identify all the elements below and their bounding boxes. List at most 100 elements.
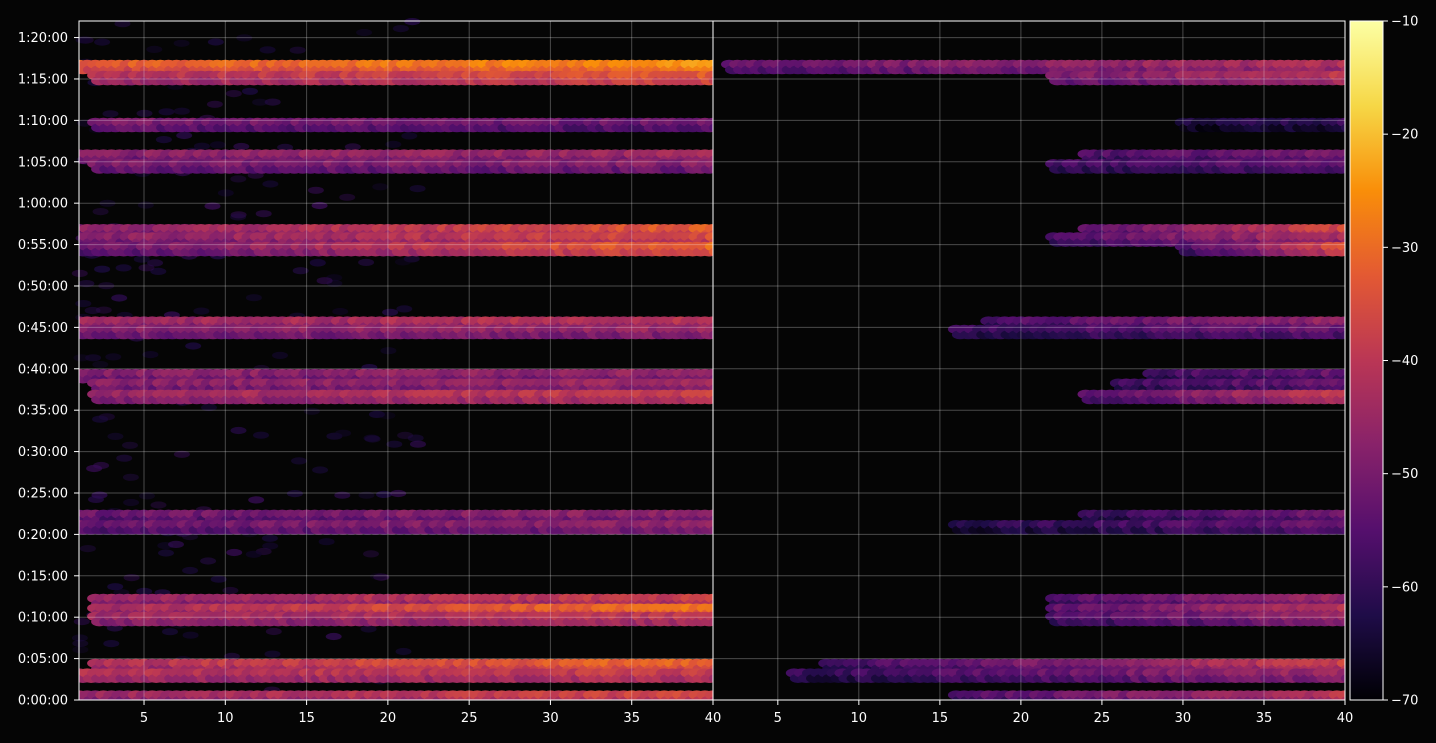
noise-cell (136, 587, 153, 596)
noise-cell (316, 277, 333, 285)
noise-cell (92, 208, 109, 216)
noise-cell (318, 538, 335, 546)
noise-cell (114, 20, 131, 28)
noise-cell (99, 199, 116, 207)
noise-cell (105, 353, 122, 361)
noise-cell (291, 457, 307, 465)
noise-cell (182, 533, 198, 541)
noise-cell (303, 407, 320, 415)
noise-cell (182, 631, 199, 639)
noise-cell (386, 440, 403, 448)
noise-cell (204, 202, 221, 210)
noise-cell (364, 435, 381, 443)
noise-cell (173, 39, 190, 47)
noise-cell (335, 429, 352, 437)
noise-cell (264, 98, 281, 106)
noise-cell (252, 98, 269, 106)
noise-cell (248, 496, 265, 504)
noise-cell (382, 308, 399, 316)
noise-cell (368, 410, 385, 418)
noise-cell (369, 572, 386, 580)
noise-cell (94, 265, 111, 273)
noise-cell (155, 136, 172, 144)
noise-cell (146, 45, 163, 54)
heatmap-cell (1340, 395, 1345, 404)
noise-cell (103, 640, 120, 648)
noise-cell (259, 46, 276, 54)
noise-cell (380, 347, 397, 355)
noise-cell (72, 646, 89, 654)
noise-cell (137, 201, 154, 209)
noise-cell (356, 28, 373, 37)
noise-cell (264, 650, 281, 658)
noise-cell (309, 258, 326, 266)
noise-cell (372, 183, 389, 191)
noise-cell (401, 132, 418, 140)
noise-cell (242, 87, 258, 95)
heatmap-cell (1340, 123, 1345, 132)
noise-cell (261, 534, 278, 542)
noise-cell (390, 489, 407, 498)
noise-cell (286, 490, 303, 498)
noise-cell (71, 634, 88, 642)
noise-cell (136, 109, 153, 117)
noise-cell (73, 354, 90, 362)
noise-cell (88, 495, 104, 503)
noise-cell (75, 300, 92, 308)
noise-cell (71, 269, 88, 277)
noise-cell (379, 412, 396, 420)
noise-cell (93, 461, 110, 470)
noise-cell (173, 107, 190, 115)
noise-cell (185, 342, 202, 350)
noise-cell (78, 280, 95, 288)
noise-cell (373, 573, 390, 581)
noise-cell (98, 282, 115, 290)
noise-cell (332, 307, 349, 316)
noise-cell (360, 625, 377, 633)
noise-cell (245, 550, 262, 558)
noise-cell (272, 351, 288, 359)
noise-cell (325, 632, 342, 641)
noise-cell (102, 110, 119, 118)
noise-cell (79, 545, 96, 553)
noise-cell (358, 258, 375, 266)
noise-cell (123, 574, 140, 582)
noise-cell (85, 354, 102, 362)
noise-cell (253, 431, 269, 439)
noise-cell (147, 259, 164, 267)
noise-cell (116, 454, 133, 462)
noise-cell (111, 294, 128, 302)
noise-cell (92, 415, 109, 423)
noise-cell (262, 180, 279, 188)
heatmap-cell (1340, 525, 1345, 535)
heatmap-cell (708, 674, 713, 683)
noise-cell (207, 38, 224, 46)
noise-cell (162, 628, 178, 636)
noise-cell (385, 140, 402, 148)
noise-cell (139, 492, 155, 500)
noise-cell (334, 491, 351, 499)
noise-cell (150, 267, 167, 275)
noise-cell (395, 647, 412, 656)
right-panel-cells (721, 59, 1345, 700)
heatmap-cell (708, 525, 713, 535)
heatmap-cell (708, 123, 713, 132)
noise-cell (206, 100, 223, 108)
noise-cell (312, 466, 329, 474)
noise-cell (230, 211, 247, 219)
heatmap-cell (708, 395, 713, 404)
noise-cell (226, 548, 243, 557)
noise-cell (292, 267, 309, 275)
heatmap-cell (1340, 330, 1345, 339)
noise-cell (392, 25, 409, 33)
left-panel-cells (79, 59, 713, 700)
noise-cell (394, 258, 411, 266)
heatmap-cell (1340, 165, 1345, 174)
plot-area-background (79, 21, 1345, 700)
noise-cell (409, 185, 426, 193)
noise-cell (230, 175, 247, 183)
noise-cell (311, 201, 328, 210)
noise-cell (277, 143, 294, 151)
noise-cell (358, 491, 375, 499)
heatmap-cell (1340, 76, 1345, 85)
